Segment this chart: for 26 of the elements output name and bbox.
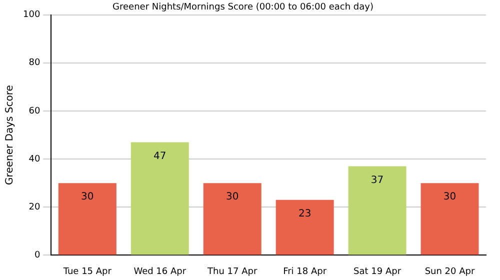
- data-label: 47: [154, 150, 166, 162]
- y-tick-label: 80: [28, 58, 40, 68]
- bar: [348, 166, 406, 255]
- bar: [420, 183, 479, 255]
- x-tick-label: Wed 16 Apr: [134, 266, 186, 277]
- x-tick-label: Sun 20 Apr: [424, 266, 475, 277]
- data-label: 30: [443, 192, 456, 203]
- x-tick-label: Sat 19 Apr: [354, 266, 402, 277]
- x-tick-label: Thu 17 Apr: [206, 266, 258, 277]
- data-label: 30: [226, 192, 239, 203]
- x-tick-label: Tue 15 Apr: [62, 266, 112, 277]
- bar: [58, 183, 116, 255]
- y-tick-label: 60: [28, 106, 40, 116]
- x-tick-label: Fri 18 Apr: [283, 266, 327, 277]
- y-tick-label: 0: [34, 250, 40, 261]
- bar: [203, 183, 262, 255]
- bar: [130, 142, 189, 255]
- chart-title: Greener Nights/Mornings Score (00:00 to 06:00 each day): [112, 2, 374, 13]
- bar: [276, 200, 334, 255]
- data-label: 37: [370, 174, 384, 186]
- y-tick-label: 20: [28, 202, 40, 212]
- y-tick-label: 100: [22, 10, 40, 20]
- y-axis-title: Greener Days Score: [4, 85, 16, 185]
- data-label: 23: [298, 208, 312, 220]
- data-label: 30: [81, 192, 94, 203]
- y-tick-label: 40: [28, 154, 40, 164]
